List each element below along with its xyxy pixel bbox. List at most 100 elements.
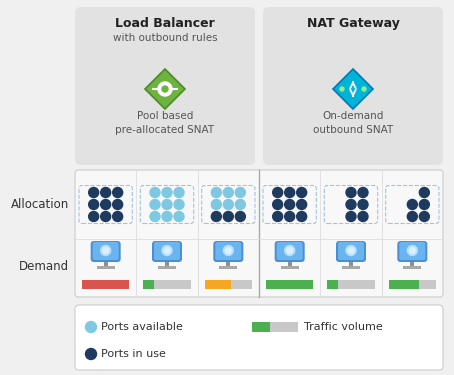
Bar [389, 280, 419, 289]
Circle shape [162, 188, 172, 198]
Circle shape [285, 188, 295, 198]
Bar [82, 280, 129, 289]
Bar [219, 266, 237, 269]
Circle shape [211, 200, 222, 210]
Circle shape [348, 248, 354, 254]
Bar [158, 266, 176, 269]
Circle shape [89, 200, 99, 210]
Text: Ports available: Ports available [101, 322, 183, 332]
Circle shape [235, 200, 245, 210]
Circle shape [113, 200, 123, 210]
Circle shape [419, 200, 429, 210]
Bar [205, 280, 252, 289]
Text: Demand: Demand [19, 261, 69, 273]
Bar [252, 322, 270, 332]
Polygon shape [145, 69, 185, 109]
Circle shape [225, 248, 232, 254]
Bar [266, 280, 313, 289]
Circle shape [101, 246, 111, 255]
Text: Allocation: Allocation [11, 198, 69, 211]
Circle shape [211, 211, 222, 222]
Circle shape [362, 87, 366, 91]
FancyBboxPatch shape [93, 242, 118, 260]
Circle shape [174, 188, 184, 198]
Circle shape [174, 200, 184, 210]
Bar [349, 262, 353, 267]
Circle shape [346, 211, 356, 222]
Polygon shape [333, 69, 373, 109]
Circle shape [346, 200, 356, 210]
Bar [270, 322, 298, 332]
Circle shape [101, 188, 111, 198]
Circle shape [235, 188, 245, 198]
Bar [82, 280, 129, 289]
Circle shape [174, 211, 184, 222]
Text: On-demand
outbound SNAT: On-demand outbound SNAT [313, 111, 393, 135]
FancyBboxPatch shape [154, 242, 180, 260]
Circle shape [162, 211, 172, 222]
Bar [389, 280, 436, 289]
Circle shape [273, 211, 283, 222]
Circle shape [101, 200, 111, 210]
Circle shape [419, 188, 429, 198]
FancyBboxPatch shape [338, 242, 364, 260]
Bar [205, 280, 231, 289]
Circle shape [89, 188, 99, 198]
Bar [288, 262, 291, 267]
Circle shape [103, 248, 109, 254]
Bar [342, 266, 360, 269]
FancyBboxPatch shape [397, 241, 427, 262]
Circle shape [85, 348, 97, 360]
Bar [403, 266, 421, 269]
Circle shape [101, 211, 111, 222]
FancyBboxPatch shape [152, 241, 182, 262]
Circle shape [211, 188, 222, 198]
Circle shape [346, 246, 356, 255]
FancyBboxPatch shape [276, 242, 303, 260]
Circle shape [273, 188, 283, 198]
Circle shape [285, 246, 295, 255]
Circle shape [223, 188, 233, 198]
Circle shape [296, 200, 306, 210]
Circle shape [296, 188, 306, 198]
Circle shape [150, 200, 160, 210]
Circle shape [158, 82, 172, 96]
Bar [97, 266, 115, 269]
Bar [165, 262, 169, 267]
Circle shape [223, 211, 233, 222]
Circle shape [164, 248, 170, 254]
Text: Ports in use: Ports in use [101, 349, 166, 359]
FancyBboxPatch shape [336, 241, 366, 262]
Text: Load Balancer: Load Balancer [115, 17, 215, 30]
Circle shape [113, 188, 123, 198]
FancyBboxPatch shape [263, 7, 443, 165]
Circle shape [407, 211, 417, 222]
Circle shape [410, 248, 415, 254]
Circle shape [358, 200, 368, 210]
FancyBboxPatch shape [213, 241, 243, 262]
Circle shape [162, 246, 172, 255]
Circle shape [407, 200, 417, 210]
Circle shape [407, 246, 417, 255]
FancyBboxPatch shape [75, 170, 443, 297]
Text: Pool based
pre-allocated SNAT: Pool based pre-allocated SNAT [115, 111, 215, 135]
Circle shape [285, 200, 295, 210]
Circle shape [296, 211, 306, 222]
FancyBboxPatch shape [275, 241, 305, 262]
Bar [143, 280, 191, 289]
Circle shape [113, 211, 123, 222]
Circle shape [286, 248, 293, 254]
Circle shape [358, 211, 368, 222]
Bar [327, 280, 375, 289]
Bar [227, 262, 230, 267]
Circle shape [235, 211, 245, 222]
Circle shape [85, 321, 97, 333]
FancyBboxPatch shape [91, 241, 121, 262]
Text: NAT Gateway: NAT Gateway [306, 17, 400, 30]
Bar [281, 266, 299, 269]
Circle shape [358, 188, 368, 198]
Bar [266, 280, 313, 289]
FancyBboxPatch shape [75, 305, 443, 370]
Circle shape [419, 211, 429, 222]
FancyBboxPatch shape [215, 242, 242, 260]
